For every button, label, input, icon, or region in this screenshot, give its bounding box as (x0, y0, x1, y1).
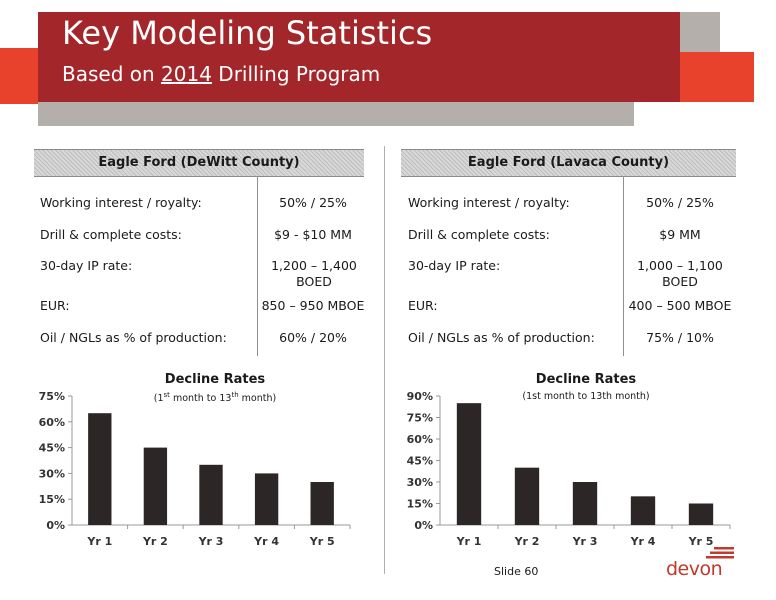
y-tick-label: 90% (407, 390, 433, 403)
subtitle-pre: Based on (62, 62, 162, 86)
bar (143, 447, 168, 525)
x-tick-label: Yr 2 (142, 535, 168, 548)
row-label: EUR: (408, 298, 438, 313)
subtitle-post: Drilling Program (211, 62, 381, 86)
x-tick-label: Yr 3 (572, 535, 598, 548)
row-value: 1,200 – 1,400 BOED (271, 258, 357, 289)
panel-heading-lavaca: Eagle Ford (Lavaca County) (401, 149, 736, 177)
row-value: 50% / 25% (279, 195, 347, 210)
y-tick-label: 45% (39, 442, 65, 455)
bar (456, 403, 482, 525)
header-band-orange-right (680, 52, 754, 102)
row-value: 60% / 20% (279, 330, 347, 345)
bar (572, 482, 598, 525)
header-band-red (38, 12, 680, 102)
row-label: Working interest / royalty: (408, 195, 570, 210)
row-value: 850 – 950 MBOE (261, 298, 365, 313)
row-value: 50% / 25% (646, 195, 714, 210)
x-tick-label: Yr 5 (688, 535, 714, 548)
x-tick-label: Yr 4 (630, 535, 656, 548)
x-tick-label: Yr 5 (309, 535, 335, 548)
slide-number: Slide 60 (494, 565, 539, 578)
y-tick-label: 45% (407, 455, 433, 468)
bar (514, 467, 540, 525)
bar (88, 413, 112, 525)
bar (688, 503, 714, 525)
row-value: 1,000 – 1,100 BOED (637, 258, 723, 289)
y-tick-label: 75% (39, 390, 65, 403)
row-label: Working interest / royalty: (40, 195, 202, 210)
table-column-separator (623, 176, 624, 356)
panel-divider (384, 146, 385, 574)
chart-subtitle-part: (1 (153, 393, 164, 405)
y-tick-label: 15% (39, 493, 65, 506)
row-label: Oil / NGLs as % of production: (40, 330, 227, 345)
bar (254, 473, 279, 525)
x-tick-label: Yr 1 (86, 535, 112, 548)
chart-subtitle-sup: st (163, 391, 170, 399)
page-subtitle: Based on 2014 Drilling Program (62, 62, 380, 86)
x-tick-label: Yr 4 (253, 535, 279, 548)
bar (310, 482, 334, 525)
chart-subtitle-dewitt: (1st month to 13th month) (130, 391, 300, 404)
x-tick-label: Yr 2 (514, 535, 540, 548)
chart-subtitle-part: month) (238, 393, 277, 405)
row-label: Drill & complete costs: (40, 227, 182, 242)
panel-heading-dewitt: Eagle Ford (DeWitt County) (34, 149, 364, 177)
decline-chart-lavaca: 0% 15% 30% 45% 60% 75% 90% Yr 1 Yr 2 Yr 3 Yr 4 Yr 5 (407, 390, 731, 548)
row-value: 400 – 500 MBOE (628, 298, 732, 313)
header-band-orange-left (0, 48, 38, 104)
subtitle-year: 2014 (161, 62, 212, 86)
row-label: 30-day IP rate: (40, 258, 133, 273)
row-value: $9 - $10 MM (274, 227, 352, 242)
row-value: $9 MM (659, 227, 701, 242)
chart-subtitle-lavaca: (1st month to 13th month) (522, 391, 650, 402)
row-label: 30-day IP rate: (408, 258, 501, 273)
chart-subtitle-part: month to 13 (169, 393, 232, 405)
row-value: 75% / 10% (646, 330, 714, 345)
logo-wordmark: devon (666, 558, 723, 580)
row-label: EUR: (40, 298, 70, 313)
chart-title-dewitt: Decline Rates (164, 372, 266, 387)
y-tick-label: 60% (407, 433, 433, 446)
table-column-separator (257, 176, 258, 356)
chart-title-lavaca: Decline Rates (535, 372, 637, 387)
bar (199, 464, 223, 525)
y-tick-label: 30% (39, 467, 65, 480)
x-tick-label: Yr 1 (456, 535, 482, 548)
header-band-gray-right (680, 12, 720, 52)
devon-logo: devon (666, 546, 738, 580)
x-tick-label: Yr 3 (198, 535, 224, 548)
y-tick-label: 0% (46, 519, 65, 532)
chart-subtitle-sup: th (231, 391, 239, 399)
bar (630, 496, 656, 525)
y-tick-label: 15% (407, 498, 433, 511)
y-tick-label: 75% (407, 412, 433, 425)
row-label: Drill & complete costs: (408, 227, 550, 242)
y-tick-label: 60% (39, 416, 65, 429)
y-tick-label: 0% (414, 519, 433, 532)
decline-chart-dewitt: 0% 15% 30% 45% 60% 75% Yr 1 Yr 2 Yr 3 Yr 4 Yr 5 (39, 390, 351, 548)
logo-stripes-icon (706, 547, 734, 559)
y-tick-label: 30% (407, 476, 433, 489)
page-title: Key Modeling Statistics (62, 14, 433, 52)
row-label: Oil / NGLs as % of production: (408, 330, 595, 345)
